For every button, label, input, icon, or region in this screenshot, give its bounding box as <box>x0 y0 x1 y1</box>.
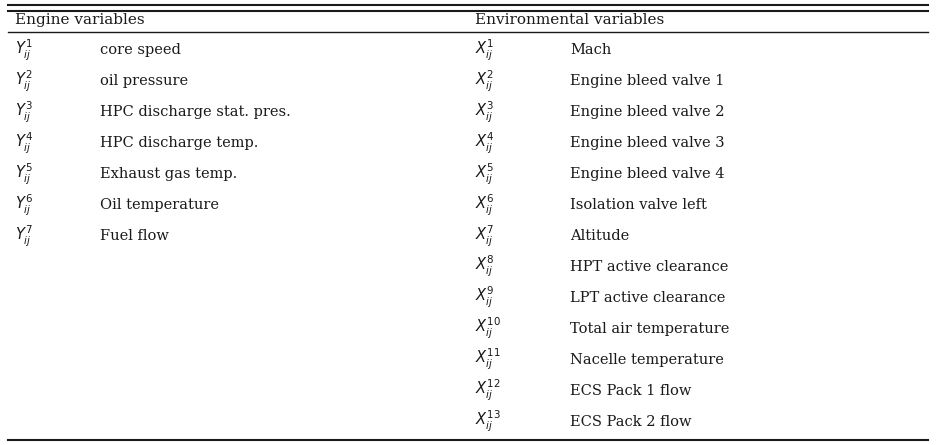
Text: $X_{ij}^{9}$: $X_{ij}^{9}$ <box>475 285 494 311</box>
Text: $X_{ij}^{6}$: $X_{ij}^{6}$ <box>475 193 494 218</box>
Text: $Y_{ij}^{1}$: $Y_{ij}^{1}$ <box>15 38 33 63</box>
Text: Altitude: Altitude <box>570 229 629 243</box>
Text: $X_{ij}^{1}$: $X_{ij}^{1}$ <box>475 38 494 63</box>
Text: ECS Pack 1 flow: ECS Pack 1 flow <box>570 384 692 398</box>
Text: Total air temperature: Total air temperature <box>570 322 729 336</box>
Text: Exhaust gas temp.: Exhaust gas temp. <box>100 167 237 181</box>
Text: $Y_{ij}^{5}$: $Y_{ij}^{5}$ <box>15 162 33 187</box>
Text: Engine variables: Engine variables <box>15 13 145 27</box>
Text: $X_{ij}^{4}$: $X_{ij}^{4}$ <box>475 131 495 156</box>
Text: Fuel flow: Fuel flow <box>100 229 168 243</box>
Text: core speed: core speed <box>100 44 181 57</box>
Text: $Y_{ij}^{6}$: $Y_{ij}^{6}$ <box>15 193 33 218</box>
Text: Engine bleed valve 2: Engine bleed valve 2 <box>570 105 724 119</box>
Text: $X_{ij}^{11}$: $X_{ij}^{11}$ <box>475 347 501 372</box>
Text: $Y_{ij}^{7}$: $Y_{ij}^{7}$ <box>15 223 33 249</box>
Text: HPC discharge stat. pres.: HPC discharge stat. pres. <box>100 105 291 119</box>
Text: $X_{ij}^{13}$: $X_{ij}^{13}$ <box>475 409 501 434</box>
Text: $X_{ij}^{7}$: $X_{ij}^{7}$ <box>475 223 494 249</box>
Text: Engine bleed valve 1: Engine bleed valve 1 <box>570 74 724 89</box>
Text: $Y_{ij}^{2}$: $Y_{ij}^{2}$ <box>15 69 33 94</box>
Text: $X_{ij}^{2}$: $X_{ij}^{2}$ <box>475 69 494 94</box>
Text: Environmental variables: Environmental variables <box>475 13 665 27</box>
Text: Isolation valve left: Isolation valve left <box>570 198 707 212</box>
Text: $X_{ij}^{5}$: $X_{ij}^{5}$ <box>475 162 494 187</box>
Text: $X_{ij}^{3}$: $X_{ij}^{3}$ <box>475 100 494 125</box>
Text: Nacelle temperature: Nacelle temperature <box>570 353 724 367</box>
Text: HPC discharge temp.: HPC discharge temp. <box>100 136 258 150</box>
Text: Engine bleed valve 3: Engine bleed valve 3 <box>570 136 724 150</box>
Text: Oil temperature: Oil temperature <box>100 198 219 212</box>
Text: LPT active clearance: LPT active clearance <box>570 291 725 305</box>
Text: $X_{ij}^{10}$: $X_{ij}^{10}$ <box>475 316 501 341</box>
Text: $X_{ij}^{12}$: $X_{ij}^{12}$ <box>475 378 501 403</box>
Text: Engine bleed valve 4: Engine bleed valve 4 <box>570 167 724 181</box>
Text: HPT active clearance: HPT active clearance <box>570 260 728 274</box>
Text: ECS Pack 2 flow: ECS Pack 2 flow <box>570 415 692 429</box>
Text: $Y_{ij}^{3}$: $Y_{ij}^{3}$ <box>15 100 33 125</box>
Text: Mach: Mach <box>570 44 611 57</box>
Text: $X_{ij}^{8}$: $X_{ij}^{8}$ <box>475 255 494 279</box>
Text: $Y_{ij}^{4}$: $Y_{ij}^{4}$ <box>15 131 33 156</box>
Text: oil pressure: oil pressure <box>100 74 188 89</box>
